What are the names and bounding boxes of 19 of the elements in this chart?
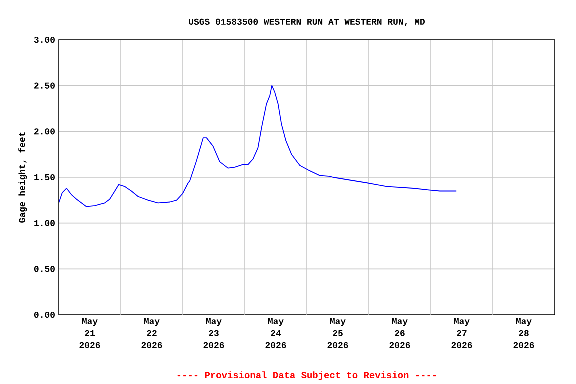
y-tick-label: 2.00 [34, 128, 55, 135]
y-tick-label: 0.50 [34, 266, 55, 272]
x-tick-label: May 25 2026 [328, 318, 348, 348]
y-tick-label: 2.50 [34, 82, 55, 89]
x-tick-label: May 22 2026 [142, 318, 162, 348]
line-series [59, 85, 458, 208]
x-tick-label: May 21 2026 [80, 318, 100, 348]
y-tick-label: 3.00 [34, 36, 55, 44]
y-tick-label: 1.00 [34, 220, 55, 226]
x-tick-label: May 24 2026 [266, 318, 286, 348]
y-tick-label: 0.00 [34, 312, 55, 318]
x-tick-label: May 26 2026 [390, 318, 410, 348]
x-tick-label: May 27 2026 [452, 318, 472, 348]
y-tick-label: 1.50 [34, 174, 55, 181]
chart-title: USGS 01583500 WESTERN RUN AT WESTERN RUN, MD [189, 18, 425, 27]
text: ---- Provisional Data Subject to Revision ---- [178, 372, 436, 380]
y-axis-title: Gage height, feet [18, 132, 28, 223]
x-tick-label: May 23 2026 [204, 318, 224, 348]
x-tick-label: May 28 2026 [514, 318, 534, 348]
